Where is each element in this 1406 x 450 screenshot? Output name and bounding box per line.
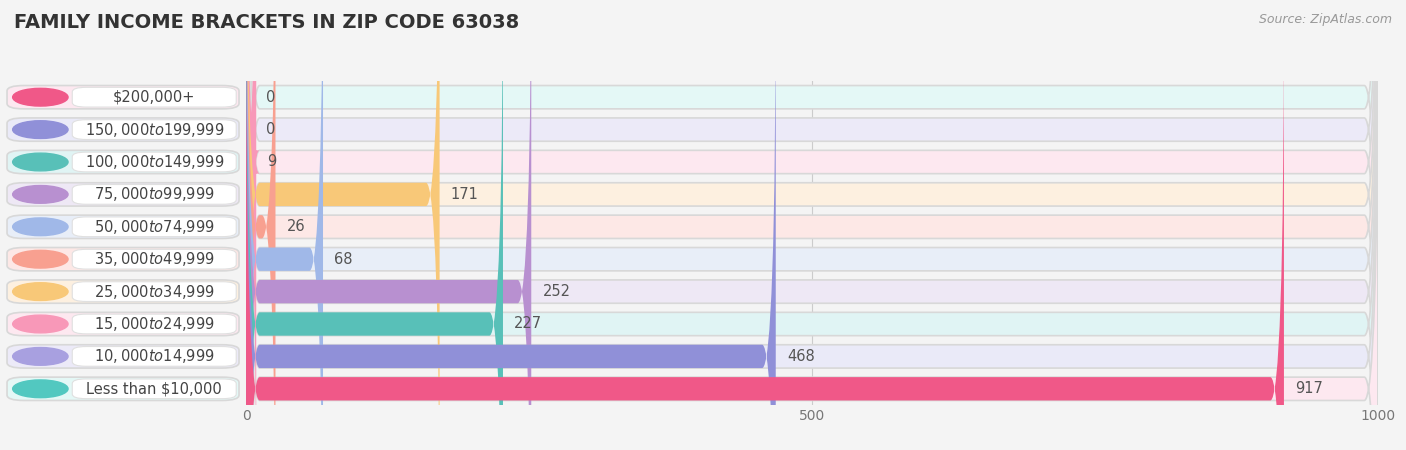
Text: 227: 227 <box>515 316 543 332</box>
FancyBboxPatch shape <box>246 0 1378 450</box>
FancyBboxPatch shape <box>246 0 1378 450</box>
Text: $10,000 to $14,999: $10,000 to $14,999 <box>94 347 215 365</box>
FancyBboxPatch shape <box>246 0 1378 450</box>
FancyBboxPatch shape <box>246 0 531 450</box>
FancyBboxPatch shape <box>246 0 1378 450</box>
FancyBboxPatch shape <box>246 0 323 450</box>
Text: $100,000 to $149,999: $100,000 to $149,999 <box>84 153 224 171</box>
FancyBboxPatch shape <box>246 0 1378 450</box>
Text: 917: 917 <box>1295 381 1323 396</box>
FancyBboxPatch shape <box>246 0 503 450</box>
FancyBboxPatch shape <box>246 0 1378 450</box>
FancyBboxPatch shape <box>246 12 1284 450</box>
FancyBboxPatch shape <box>246 0 776 450</box>
Text: $15,000 to $24,999: $15,000 to $24,999 <box>94 315 215 333</box>
FancyBboxPatch shape <box>246 12 1378 450</box>
Text: Source: ZipAtlas.com: Source: ZipAtlas.com <box>1258 14 1392 27</box>
FancyBboxPatch shape <box>246 0 276 450</box>
Text: Less than $10,000: Less than $10,000 <box>86 381 222 396</box>
Text: $75,000 to $99,999: $75,000 to $99,999 <box>94 185 215 203</box>
Text: 252: 252 <box>543 284 571 299</box>
FancyBboxPatch shape <box>246 0 1378 450</box>
FancyBboxPatch shape <box>246 0 1378 450</box>
Text: 0: 0 <box>266 90 276 105</box>
Text: FAMILY INCOME BRACKETS IN ZIP CODE 63038: FAMILY INCOME BRACKETS IN ZIP CODE 63038 <box>14 14 519 32</box>
Text: $200,000+: $200,000+ <box>112 90 195 105</box>
Text: $35,000 to $49,999: $35,000 to $49,999 <box>94 250 215 268</box>
FancyBboxPatch shape <box>243 0 260 450</box>
Text: 26: 26 <box>287 219 305 234</box>
Text: 9: 9 <box>267 154 277 170</box>
Text: $50,000 to $74,999: $50,000 to $74,999 <box>94 218 215 236</box>
Text: $150,000 to $199,999: $150,000 to $199,999 <box>84 121 224 139</box>
Text: 171: 171 <box>451 187 479 202</box>
FancyBboxPatch shape <box>246 0 440 450</box>
FancyBboxPatch shape <box>246 0 1378 450</box>
Text: 0: 0 <box>266 122 276 137</box>
Text: $25,000 to $34,999: $25,000 to $34,999 <box>94 283 215 301</box>
Text: 468: 468 <box>787 349 815 364</box>
Text: 68: 68 <box>335 252 353 267</box>
